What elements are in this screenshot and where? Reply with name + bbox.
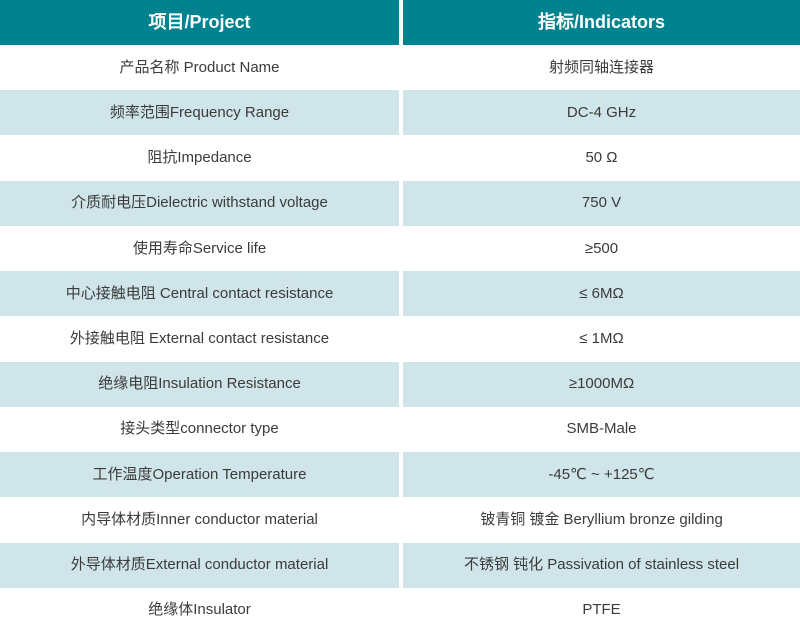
project-text: 介质耐电压Dielectric withstand voltage [71, 194, 328, 212]
project-text: 内导体材质Inner conductor material [81, 510, 318, 528]
indicator-text: DC-4 GHz [566, 103, 637, 121]
indicator-cell: -45℃ ~ +125℃ [403, 452, 800, 498]
indicator-cell: 50 Ω [403, 135, 800, 181]
project-text: 外接触电阻 External contact resistance [69, 330, 330, 348]
indicator-cell: SMB-Male [403, 406, 800, 453]
project-cell: 接头类型connector type [0, 406, 399, 453]
indicator-cell: 铍青铜 镀金 Beryllium bronze gilding [403, 497, 800, 543]
project-cell: 外接触电阻 External contact resistance [0, 316, 399, 362]
project-text: 接头类型connector type [120, 420, 279, 438]
project-text: 中心接触电阻 Central contact resistance [65, 284, 334, 302]
project-text: 阻抗Impedance [147, 149, 252, 167]
table-row: 内导体材质Inner conductor material 铍青铜 镀金 Ber… [0, 497, 800, 543]
indicator-cell: ≥500 [403, 225, 800, 272]
indicator-text: ≤ 1MΩ [579, 330, 624, 348]
indicator-cell: DC-4 GHz [403, 90, 800, 136]
table-row: 外接触电阻 External contact resistance ≤ 1MΩ [0, 316, 800, 362]
table-row: 使用寿命Service life ≥500 [0, 225, 800, 272]
indicator-text: 射频同轴连接器 [548, 58, 654, 76]
table-row: 介质耐电压Dielectric withstand voltage 750 V [0, 180, 800, 226]
project-cell: 频率范围Frequency Range [0, 90, 399, 136]
project-cell: 绝缘体Insulator [0, 587, 399, 633]
table-row: 绝缘电阻Insulation Resistance ≥1000MΩ [0, 361, 800, 407]
indicator-text: 750 V [581, 194, 622, 212]
project-text: 产品名称 Product Name [119, 58, 280, 76]
project-cell: 工作温度Operation Temperature [0, 452, 399, 498]
table-row: 外导体材质External conductor material 不锈钢 钝化 … [0, 542, 800, 588]
indicator-text: ≥1000MΩ [568, 375, 635, 393]
indicator-text: SMB-Male [566, 420, 637, 438]
project-cell: 使用寿命Service life [0, 225, 399, 272]
indicator-cell: ≥1000MΩ [403, 361, 800, 407]
indicator-text: PTFE [582, 601, 621, 619]
indicator-text: 铍青铜 镀金 Beryllium bronze gilding [480, 510, 723, 528]
project-text: 绝缘电阻Insulation Resistance [98, 375, 301, 393]
header-cell-project: 项目/Project [0, 0, 399, 45]
project-text: 外导体材质External conductor material [70, 556, 329, 574]
project-cell: 产品名称 Product Name [0, 45, 399, 91]
indicator-text: ≤ 6MΩ [579, 284, 624, 302]
project-text: 绝缘体Insulator [148, 601, 251, 619]
indicator-text: ≥500 [584, 239, 619, 257]
indicator-cell: ≤ 1MΩ [403, 316, 800, 362]
table-row: 产品名称 Product Name 射频同轴连接器 [0, 45, 800, 91]
project-cell: 绝缘电阻Insulation Resistance [0, 361, 399, 407]
project-text: 使用寿命Service life [132, 239, 267, 257]
project-cell: 中心接触电阻 Central contact resistance [0, 271, 399, 317]
indicator-text: 不锈钢 钝化 Passivation of stainless steel [463, 556, 740, 574]
header-project-label: 项目/Project [148, 11, 251, 32]
project-cell: 阻抗Impedance [0, 135, 399, 181]
project-text: 工作温度Operation Temperature [92, 465, 307, 483]
table-row: 频率范围Frequency Range DC-4 GHz [0, 90, 800, 136]
table-row: 工作温度Operation Temperature -45℃ ~ +125℃ [0, 452, 800, 498]
indicator-cell: 不锈钢 钝化 Passivation of stainless steel [403, 542, 800, 588]
table-header-row: 项目/Project 指标/Indicators [0, 0, 800, 45]
indicator-cell: 750 V [403, 180, 800, 226]
project-cell: 内导体材质Inner conductor material [0, 497, 399, 543]
table-row: 中心接触电阻 Central contact resistance ≤ 6MΩ [0, 271, 800, 317]
project-cell: 外导体材质External conductor material [0, 542, 399, 588]
table-row: 接头类型connector type SMB-Male [0, 406, 800, 453]
header-indicators-label: 指标/Indicators [537, 11, 666, 32]
indicator-text: 50 Ω [585, 149, 618, 167]
project-cell: 介质耐电压Dielectric withstand voltage [0, 180, 399, 226]
table-row: 绝缘体Insulator PTFE [0, 587, 800, 633]
indicator-cell: ≤ 6MΩ [403, 271, 800, 317]
indicator-cell: 射频同轴连接器 [403, 45, 800, 91]
project-text: 频率范围Frequency Range [109, 103, 290, 121]
indicator-text: -45℃ ~ +125℃ [548, 465, 655, 483]
indicator-cell: PTFE [403, 587, 800, 633]
table-row: 阻抗Impedance 50 Ω [0, 135, 800, 181]
header-cell-indicators: 指标/Indicators [403, 0, 800, 45]
